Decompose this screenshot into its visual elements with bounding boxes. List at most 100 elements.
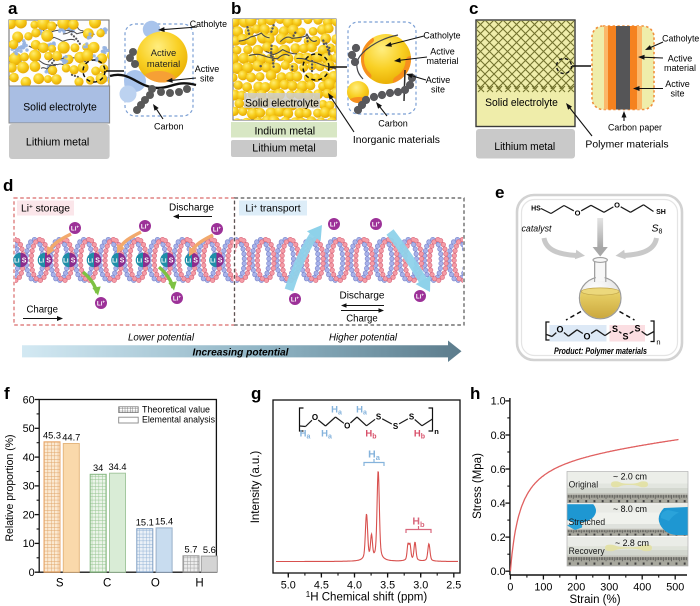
svg-text:material: material (426, 56, 458, 66)
svg-text:S: S (144, 258, 149, 265)
svg-text:300: 300 (600, 582, 618, 594)
svg-text:2.5: 2.5 (446, 580, 461, 592)
svg-text:Product: Polymer materials: Product: Polymer materials (554, 346, 647, 356)
svg-text:15.1: 15.1 (136, 518, 154, 528)
svg-text:3.5: 3.5 (380, 580, 395, 592)
svg-text:Carbon: Carbon (154, 122, 184, 132)
svg-text:d: d (3, 176, 13, 195)
svg-text:Discharge: Discharge (340, 291, 385, 302)
svg-text:Li: Li (63, 257, 69, 264)
svg-text:Li: Li (112, 257, 118, 264)
svg-text:Stress (Mpa): Stress (Mpa) (472, 453, 484, 519)
svg-text:catalyst: catalyst (522, 223, 552, 234)
svg-text:5.7: 5.7 (185, 545, 198, 555)
svg-text:n: n (434, 427, 439, 436)
svg-text:S8: S8 (652, 222, 663, 235)
svg-text:Intensity (a.u.): Intensity (a.u.) (250, 451, 262, 524)
svg-text:0.0: 0.0 (491, 566, 506, 578)
svg-text:Theoretical value: Theoretical value (142, 404, 210, 415)
svg-text:Li: Li (14, 257, 20, 264)
svg-text:O: O (583, 331, 590, 341)
svg-text:Polymer materials: Polymer materials (585, 140, 668, 151)
svg-text:material: material (147, 58, 180, 69)
svg-text:1.0: 1.0 (491, 396, 506, 408)
svg-text:S: S (120, 258, 125, 265)
svg-text:Higher potential: Higher potential (329, 333, 398, 344)
svg-text:Active: Active (668, 53, 693, 63)
svg-text:Active: Active (195, 64, 220, 74)
svg-text:Ha: Ha (331, 405, 342, 417)
svg-text:S: S (612, 324, 618, 334)
svg-text:5.0: 5.0 (281, 580, 296, 592)
svg-text:4.5: 4.5 (314, 580, 329, 592)
svg-text:Lower potential: Lower potential (128, 333, 195, 344)
svg-text:Hb: Hb (412, 516, 425, 529)
svg-text:S: S (376, 413, 382, 422)
svg-text:b: b (231, 0, 241, 18)
svg-text:Relative proportion (%): Relative proportion (%) (4, 434, 16, 541)
svg-text:S: S (56, 578, 64, 590)
svg-text:Increasing potential: Increasing potential (193, 346, 290, 358)
svg-text:500: 500 (666, 582, 684, 594)
svg-text:34.4: 34.4 (108, 462, 126, 472)
svg-text:~ 8.0 cm: ~ 8.0 cm (613, 504, 647, 514)
svg-text:Li: Li (88, 257, 94, 264)
svg-text:Indium metal: Indium metal (254, 126, 315, 138)
svg-text:5.6: 5.6 (203, 545, 216, 555)
svg-text:200: 200 (567, 582, 585, 594)
svg-text:O: O (575, 208, 581, 217)
svg-text:h: h (470, 384, 480, 403)
svg-text:Active: Active (665, 79, 690, 89)
svg-text:c: c (469, 0, 478, 18)
svg-text:Hb: Hb (365, 429, 376, 441)
svg-text:50: 50 (23, 423, 35, 435)
svg-text:Recovery: Recovery (569, 546, 606, 556)
svg-text:Li: Li (137, 257, 143, 264)
svg-text:g: g (251, 384, 261, 403)
svg-text:Li+: Li+ (416, 292, 425, 300)
svg-text:S: S (622, 331, 628, 341)
svg-text:Li+ storage: Li+ storage (21, 203, 70, 214)
svg-text:S: S (46, 258, 51, 265)
svg-text:10: 10 (23, 538, 35, 550)
svg-text:O: O (344, 422, 350, 431)
svg-text:Li+: Li+ (173, 294, 182, 302)
svg-text:400: 400 (633, 582, 651, 594)
svg-text:Carbon paper: Carbon paper (608, 123, 662, 133)
svg-text:Solid electrolyte: Solid electrolyte (485, 97, 558, 109)
svg-text:S: S (218, 258, 223, 265)
svg-text:site: site (431, 85, 445, 95)
svg-text:0: 0 (29, 567, 35, 579)
svg-text:O: O (151, 578, 160, 590)
svg-text:~ 2.0 cm: ~ 2.0 cm (613, 472, 647, 482)
svg-text:Li+: Li+ (291, 295, 300, 303)
svg-text:40: 40 (23, 452, 35, 464)
svg-text:60: 60 (23, 394, 35, 406)
svg-text:S: S (95, 258, 100, 265)
svg-text:Lithium metal: Lithium metal (252, 143, 315, 155)
svg-text:20: 20 (23, 509, 35, 521)
svg-text:Catholyte: Catholyte (190, 19, 227, 29)
svg-text:15.4: 15.4 (155, 517, 173, 527)
svg-text:n: n (656, 338, 660, 347)
svg-text:3.0: 3.0 (413, 580, 428, 592)
svg-text:Ha: Ha (300, 429, 311, 441)
svg-text:~ 2.8 cm: ~ 2.8 cm (615, 538, 649, 548)
svg-text:Li: Li (39, 257, 45, 264)
svg-text:f: f (4, 384, 10, 403)
svg-text:O: O (614, 200, 620, 209)
svg-text:Ha: Ha (356, 405, 367, 417)
svg-text:30: 30 (23, 481, 35, 493)
svg-text:Li+: Li+ (71, 224, 80, 232)
svg-text:45.3: 45.3 (43, 431, 61, 441)
svg-text:Li+ transport: Li+ transport (245, 203, 300, 214)
svg-text:Carbon: Carbon (378, 119, 408, 129)
svg-text:a: a (8, 0, 18, 18)
svg-text:Active: Active (151, 47, 177, 58)
svg-text:site: site (200, 74, 214, 84)
svg-text:Catholyte: Catholyte (423, 30, 460, 40)
svg-text:Charge: Charge (346, 314, 378, 325)
svg-text:44.7: 44.7 (62, 432, 80, 442)
svg-text:material: material (664, 63, 696, 73)
svg-text:0: 0 (507, 582, 513, 594)
